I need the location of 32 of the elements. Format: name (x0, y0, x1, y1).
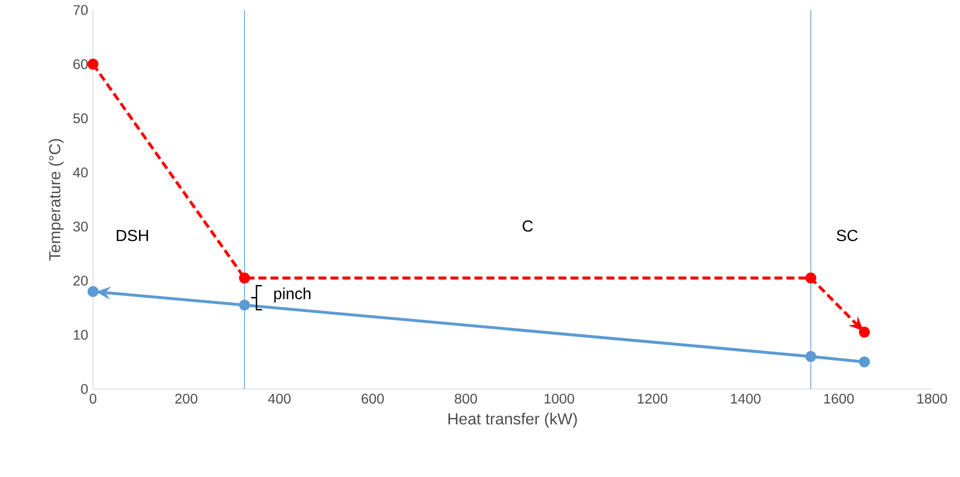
annotation: DSH (116, 230, 148, 242)
point (805, 272, 816, 284)
x-tick-label: 0 (90, 394, 96, 404)
point (805, 351, 816, 362)
x-tick-label: 600 (362, 394, 384, 404)
y-tick-label: 40 (73, 167, 88, 178)
point (858, 356, 870, 368)
y-tick-label: 70 (73, 5, 88, 15)
point (88, 286, 98, 297)
point (858, 326, 870, 338)
x-tick-label: 200 (175, 394, 198, 404)
x-tick-label: 1800 (917, 394, 948, 404)
x-tick-label: 800 (454, 394, 478, 404)
y-tick-label: 0 (81, 384, 88, 394)
x-tick-label: 1000 (544, 394, 574, 404)
y-tick-label: 10 (74, 330, 88, 340)
x-tick-label: 1600 (824, 394, 854, 404)
x-tick-label: 400 (268, 394, 291, 404)
y-tick-label: 30 (73, 222, 88, 232)
point (88, 58, 98, 70)
y-tick-label: 60 (73, 59, 88, 70)
y-tick-label: 20 (73, 276, 88, 286)
y-axis-title: Temperature (°C) (48, 139, 64, 261)
annotation: C (522, 220, 533, 232)
y-tick-label: 50 (73, 113, 88, 124)
x-tick-label: 1400 (731, 394, 761, 404)
point (239, 272, 250, 284)
x-axis-title: Heat transfer (kW) (448, 412, 577, 428)
x-tick-label: 1200 (638, 394, 668, 404)
annotation: pinch (274, 288, 310, 302)
point (239, 300, 250, 311)
annotation: SC (836, 230, 858, 242)
